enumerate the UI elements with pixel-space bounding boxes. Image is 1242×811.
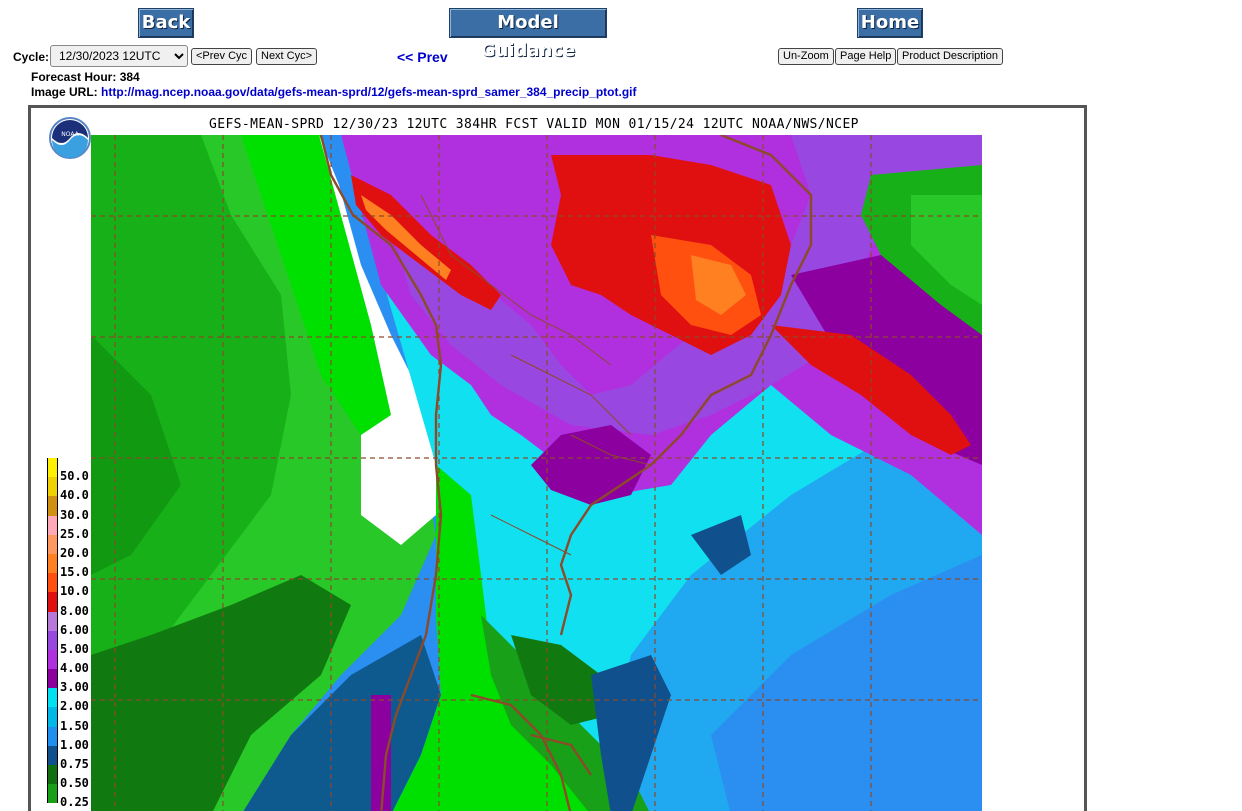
image-url-label: Image URL: — [31, 85, 98, 99]
image-url-link[interactable]: http://mag.ncep.noaa.gov/data/gefs-mean-… — [101, 85, 637, 99]
prev-link[interactable]: << Prev — [397, 49, 448, 65]
legend-item: 8.00 — [47, 592, 107, 617]
cycle-label: Cycle: — [13, 50, 50, 64]
legend-swatch — [47, 496, 58, 516]
legend-item: 5.00 — [47, 630, 107, 655]
legend-label: 3.00 — [60, 680, 89, 695]
legend-label: 15.0 — [60, 565, 89, 580]
color-legend: 50.0 40.0 30.0 25.0 20.0 15.0 10.0 8.00 6.00 5.00… — [47, 458, 107, 808]
map-title: GEFS-MEAN-SPRD 12/30/23 12UTC 384HR FCST… — [209, 117, 859, 132]
legend-label: 30.0 — [60, 507, 89, 522]
forecast-hour-value: 384 — [119, 70, 140, 84]
legend-item: 0.75 — [47, 745, 107, 770]
legend-item: 40.0 — [47, 477, 107, 501]
next-cycle-button[interactable]: Next Cyc> — [256, 48, 318, 65]
legend-label: 0.75 — [60, 757, 89, 771]
prev-cycle-button[interactable]: <Prev Cyc — [191, 48, 253, 65]
legend-label: 10.0 — [60, 584, 89, 599]
cycle-select[interactable]: 12/30/2023 12UTC — [50, 45, 188, 67]
legend-item: 1.00 — [47, 726, 107, 751]
legend-swatch — [47, 573, 58, 593]
noaa-logo-icon: NOAA — [49, 117, 91, 159]
home-button[interactable]: Home — [857, 8, 923, 38]
legend-swatch — [47, 745, 58, 765]
legend-swatch — [47, 669, 58, 689]
model-guidance-button[interactable]: Model Guidance — [449, 8, 607, 61]
image-url-line: Image URL: http://mag.ncep.noaa.gov/data… — [31, 85, 637, 99]
legend-item: 1.50 — [47, 707, 107, 732]
legend-label: 0.50 — [60, 776, 89, 791]
legend-item: 50.0 — [47, 458, 107, 482]
unzoom-button[interactable]: Un-Zoom — [778, 48, 834, 65]
legend-swatch — [47, 592, 58, 612]
legend-label: 8.00 — [60, 603, 89, 618]
legend-item: 0.25 — [47, 784, 107, 808]
legend-swatch — [47, 649, 58, 670]
page-help-button[interactable]: Page Help — [835, 48, 897, 65]
legend-item: 6.00 — [47, 611, 107, 636]
back-button[interactable]: Back — [138, 8, 194, 38]
legend-item: 25.0 — [47, 515, 107, 540]
forecast-hour-line: Forecast Hour: 384 — [31, 70, 140, 84]
legend-item: 2.00 — [47, 688, 107, 712]
legend-label: 25.0 — [60, 526, 89, 541]
legend-label: 0.25 — [60, 795, 89, 810]
legend-item: 0.50 — [47, 765, 107, 789]
svg-text:NOAA: NOAA — [61, 131, 79, 138]
legend-swatch — [47, 515, 58, 535]
legend-swatch — [47, 765, 58, 785]
legend-label: 4.00 — [60, 661, 89, 676]
legend-item: 30.0 — [47, 496, 107, 521]
legend-swatch — [47, 553, 58, 574]
legend-swatch — [47, 707, 58, 727]
legend-label: 20.0 — [60, 545, 89, 560]
legend-item: 3.00 — [47, 669, 107, 693]
precipitation-map — [91, 135, 982, 811]
legend-swatch — [47, 477, 58, 497]
forecast-map-image[interactable]: GEFS-MEAN-SPRD 12/30/23 12UTC 384HR FCST… — [28, 105, 1087, 811]
legend-label: 5.00 — [60, 641, 89, 656]
forecast-hour-label: Forecast Hour: — [31, 70, 117, 84]
legend-label: 6.00 — [60, 622, 89, 637]
legend-item: 10.0 — [47, 573, 107, 597]
product-description-button[interactable]: Product Description — [897, 48, 1003, 65]
legend-swatch — [47, 688, 58, 708]
legend-swatch — [47, 534, 58, 554]
legend-swatch — [47, 630, 58, 650]
legend-swatch — [47, 726, 58, 746]
legend-label: 2.00 — [60, 699, 89, 714]
legend-swatch — [47, 611, 58, 631]
legend-item: 4.00 — [47, 649, 107, 674]
legend-label: 1.00 — [60, 737, 89, 752]
legend-swatch — [47, 458, 58, 478]
legend-label: 1.50 — [60, 718, 89, 733]
legend-item: 15.0 — [47, 553, 107, 578]
legend-swatch — [47, 784, 58, 804]
legend-label: 40.0 — [60, 488, 89, 503]
legend-item: 20.0 — [47, 534, 107, 559]
legend-label: 50.0 — [60, 469, 89, 484]
